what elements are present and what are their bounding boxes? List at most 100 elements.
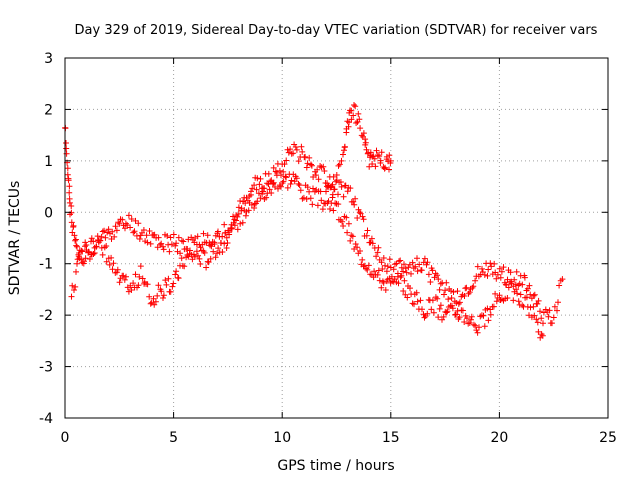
track-a-marker: [221, 221, 228, 228]
y-tick-label: 0: [44, 205, 53, 221]
track-b-marker: [291, 178, 298, 185]
track-a-marker: [500, 264, 507, 271]
track-a-marker: [383, 268, 390, 275]
track-a-marker: [378, 259, 385, 266]
track-c-marker: [323, 188, 329, 195]
track-b-marker: [428, 306, 435, 313]
track-b-marker: [296, 182, 303, 189]
track-b-marker: [172, 271, 179, 278]
track-a-marker: [436, 286, 443, 293]
track-b-marker: [283, 174, 290, 181]
track-b-marker: [99, 251, 106, 258]
track-b-marker: [110, 260, 117, 267]
y-tick-label: -4: [39, 411, 53, 427]
track-b-marker: [74, 256, 81, 263]
track-b-marker: [237, 220, 244, 227]
track-a-marker: [364, 227, 371, 234]
track-a-marker: [396, 258, 402, 265]
track-b-marker: [160, 295, 166, 301]
track-b-marker: [505, 284, 512, 291]
track-b-marker: [409, 300, 416, 307]
track-a-marker: [526, 282, 533, 289]
track-b-marker: [468, 313, 475, 320]
track-a-marker: [223, 234, 230, 241]
track-b-marker: [147, 300, 154, 307]
track-a-marker: [272, 168, 279, 175]
track-a-marker: [441, 291, 447, 298]
track-b-marker: [453, 311, 459, 318]
track-b-marker: [473, 327, 480, 334]
track-b-marker: [128, 287, 135, 293]
x-tick-label: 20: [490, 430, 508, 446]
track-b-marker: [280, 178, 287, 185]
track-b-marker: [91, 250, 98, 256]
track-a-marker: [498, 268, 505, 275]
track-b-marker: [330, 207, 337, 214]
track-c-marker: [363, 146, 370, 153]
track-b-marker: [359, 256, 366, 263]
track-a-marker: [519, 281, 526, 288]
track-b-marker: [160, 292, 167, 299]
track-a-marker: [516, 280, 523, 287]
y-tick-label: 3: [44, 51, 53, 67]
track-a-marker: [424, 259, 431, 266]
track-b-marker: [167, 288, 174, 295]
track-a-marker: [313, 172, 319, 179]
track-a-marker: [173, 240, 180, 247]
track-b-marker: [484, 305, 491, 312]
track-a-marker: [135, 220, 142, 227]
track-a-marker: [147, 240, 154, 247]
track-c-marker: [338, 157, 345, 164]
track-a-marker: [144, 239, 151, 246]
track-a-marker: [167, 234, 174, 241]
track-a-marker: [99, 228, 106, 235]
track-b-marker: [534, 319, 541, 326]
track-a-marker: [127, 224, 134, 231]
track-b-marker: [496, 292, 503, 299]
track-b-marker: [222, 230, 229, 236]
track-a-marker: [102, 234, 109, 241]
track-b-marker: [127, 282, 134, 289]
track-b-marker: [443, 309, 450, 316]
track-b-marker: [74, 260, 80, 267]
track-a-marker: [434, 272, 441, 279]
grid: [65, 58, 608, 418]
track-b-marker: [72, 283, 79, 290]
track-b-marker: [121, 276, 128, 283]
track-b-marker: [208, 243, 215, 250]
track-b-marker: [419, 306, 425, 313]
track-b-marker: [502, 281, 509, 288]
x-tick-label: 25: [599, 430, 617, 446]
track-b-marker: [317, 188, 324, 195]
track-a-marker: [513, 268, 520, 275]
track-b-marker: [335, 201, 342, 208]
track-a-marker: [379, 266, 386, 272]
track-a-marker: [493, 275, 500, 282]
track-b-marker: [517, 291, 524, 298]
track-b-marker: [263, 194, 270, 201]
track-a-marker: [113, 227, 120, 234]
track-b-marker: [440, 313, 447, 320]
track-b-marker: [154, 292, 161, 299]
track-a-marker: [414, 268, 421, 275]
track-a-marker: [115, 219, 122, 226]
track-a-marker: [429, 267, 436, 274]
track-a-marker: [402, 265, 409, 272]
track-b-marker: [340, 223, 347, 229]
track-a-marker: [116, 220, 123, 227]
track-b-marker: [82, 239, 89, 246]
track-b-marker: [400, 288, 407, 294]
track-a-marker: [546, 307, 553, 314]
track-b-marker: [155, 282, 162, 289]
track-a-marker: [418, 267, 425, 274]
track-a-marker: [356, 209, 363, 216]
track-b-marker: [508, 280, 515, 287]
track-b-marker: [211, 239, 218, 246]
track-a-marker: [194, 233, 201, 240]
track-a-marker: [421, 255, 428, 262]
track-b-marker: [196, 255, 203, 262]
track-a-marker: [303, 164, 310, 171]
track-b-marker: [304, 184, 311, 191]
track-c-marker: [348, 107, 355, 114]
track-a-marker: [180, 238, 187, 245]
